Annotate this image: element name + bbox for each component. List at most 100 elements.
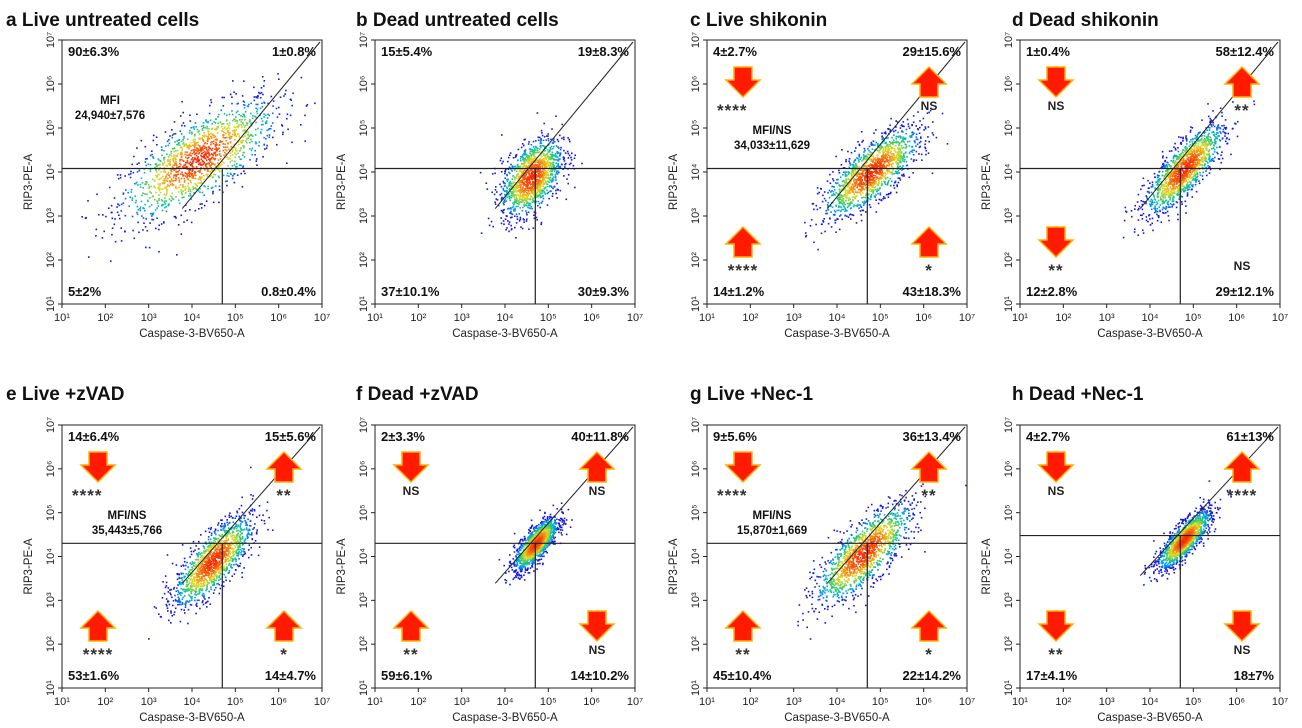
event-dot	[833, 191, 835, 193]
event-dot	[885, 178, 887, 180]
event-dot	[861, 220, 863, 222]
event-dot	[868, 165, 870, 167]
event-dot	[175, 161, 177, 163]
event-dot	[212, 191, 214, 193]
event-dot	[231, 103, 233, 105]
event-dot	[538, 162, 540, 164]
event-dot	[540, 224, 542, 226]
event-dot	[881, 156, 883, 158]
event-dot	[524, 189, 526, 191]
x-axis-label: Caspase-3-BV650-A	[452, 328, 558, 340]
event-dot	[923, 129, 925, 131]
event-dot	[157, 202, 159, 204]
event-dot	[188, 163, 190, 165]
event-dot	[868, 150, 870, 152]
event-dot	[854, 197, 856, 199]
event-dot	[219, 151, 221, 153]
event-dot	[554, 141, 556, 143]
event-dot	[163, 194, 165, 196]
event-dot	[886, 165, 888, 167]
event-dot	[877, 177, 879, 179]
event-dot	[544, 170, 546, 172]
event-dot	[195, 187, 197, 189]
event-dot	[873, 187, 875, 189]
event-dot	[824, 191, 826, 193]
event-dot	[159, 183, 161, 185]
event-dot	[176, 140, 178, 142]
event-dot	[171, 155, 173, 157]
event-dot	[182, 139, 184, 141]
event-dot	[167, 165, 169, 167]
event-dot	[872, 160, 874, 162]
event-dot	[906, 129, 908, 131]
event-dot	[840, 199, 842, 201]
event-dot	[161, 223, 163, 225]
event-dot	[166, 193, 168, 195]
event-dot	[888, 169, 890, 171]
event-dot	[840, 211, 842, 213]
event-dot	[249, 121, 251, 123]
event-dot	[526, 194, 528, 196]
event-dot	[856, 157, 858, 159]
event-dot	[869, 146, 871, 148]
event-dot	[860, 178, 862, 180]
event-dot	[145, 218, 147, 220]
event-dot	[867, 154, 869, 156]
event-dot	[864, 185, 866, 187]
event-dot	[543, 175, 545, 177]
event-dot	[843, 184, 845, 186]
event-dot	[542, 182, 544, 184]
event-dot	[206, 175, 208, 177]
event-dot	[263, 116, 265, 118]
event-dot	[533, 141, 535, 143]
event-dot	[532, 181, 534, 183]
event-dot	[187, 138, 189, 140]
event-dot	[535, 156, 537, 158]
event-dot	[210, 142, 212, 144]
event-dot	[857, 200, 859, 202]
event-dot	[124, 175, 126, 177]
event-dot	[516, 171, 518, 173]
event-dot	[223, 154, 225, 156]
event-dot	[536, 183, 538, 185]
event-dot	[884, 146, 886, 148]
event-dot	[118, 178, 120, 180]
event-dot	[191, 159, 193, 161]
event-dot	[1202, 179, 1204, 181]
quadrant-lr-percent: 30±9.3%	[578, 284, 630, 299]
event-dot	[863, 204, 865, 206]
event-dot	[121, 240, 123, 242]
event-dot	[1181, 143, 1183, 145]
event-dot	[842, 174, 844, 176]
event-dot	[247, 134, 249, 136]
event-dot	[936, 137, 938, 139]
event-dot	[145, 181, 147, 183]
event-dot	[215, 118, 217, 120]
event-dot	[136, 212, 138, 214]
event-dot	[1143, 232, 1145, 234]
event-dot	[510, 217, 512, 219]
event-dot	[900, 149, 902, 151]
event-dot	[190, 180, 192, 182]
event-dot	[201, 173, 203, 175]
event-dot	[541, 130, 543, 132]
event-dot	[165, 206, 167, 208]
event-dot	[225, 149, 227, 151]
event-dot	[881, 178, 883, 180]
event-dot	[249, 135, 251, 137]
y-tick-label: 10⁷	[358, 32, 370, 48]
event-dot	[533, 146, 535, 148]
event-dot	[203, 162, 205, 164]
event-dot	[531, 144, 533, 146]
event-dot	[861, 160, 863, 162]
event-dot	[167, 141, 169, 143]
event-dot	[519, 196, 521, 198]
event-dot	[837, 218, 839, 220]
x-tick-label: 10²	[97, 312, 113, 324]
quadrant-ur-percent: 1±0.8%	[272, 44, 316, 59]
event-dot	[145, 161, 147, 163]
event-dot	[194, 134, 196, 136]
event-dot	[181, 101, 183, 103]
event-dot	[231, 160, 233, 162]
event-dot	[522, 183, 524, 185]
